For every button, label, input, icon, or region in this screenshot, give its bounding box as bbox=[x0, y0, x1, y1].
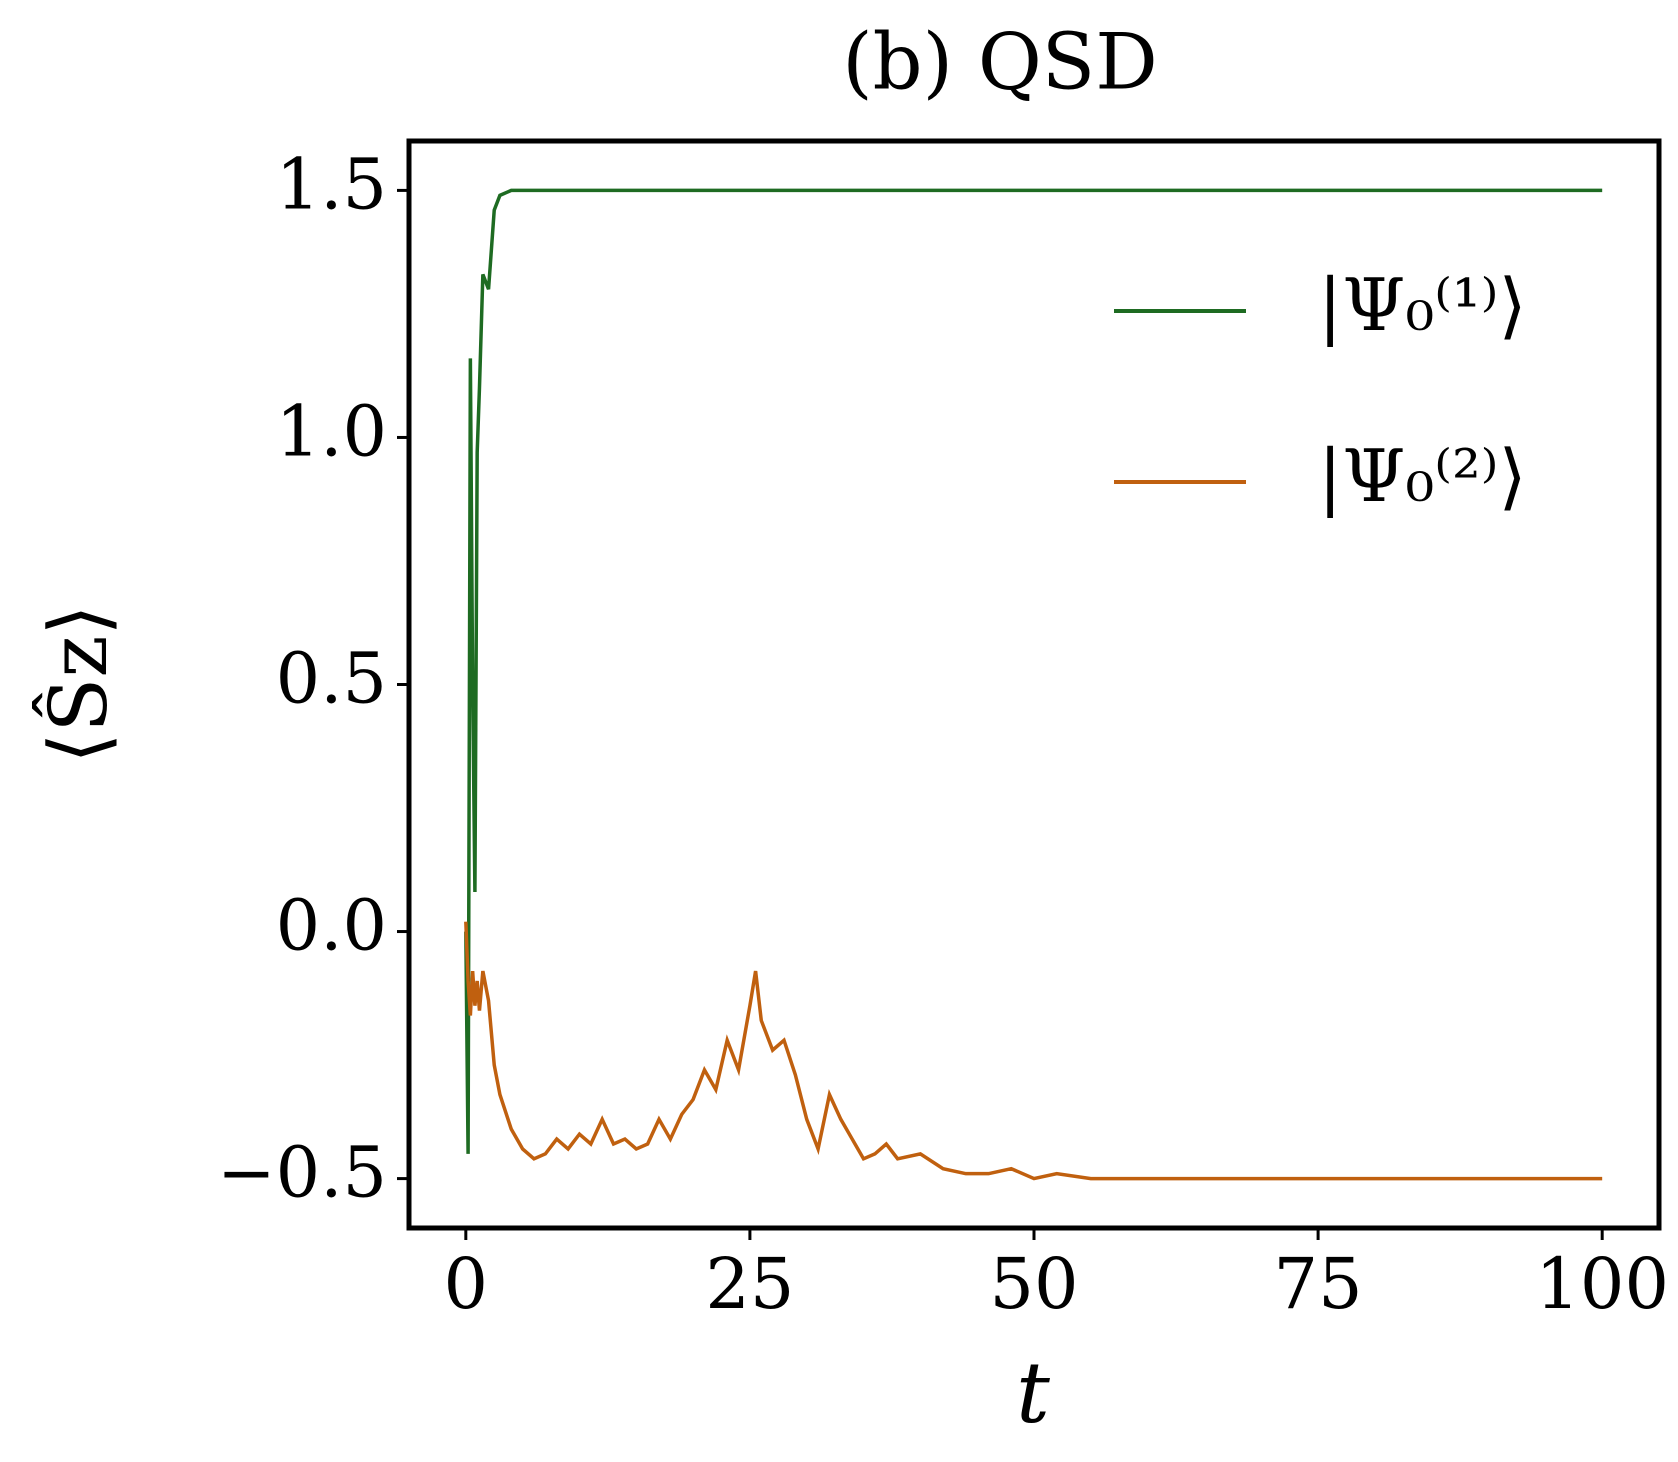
data-line bbox=[464, 921, 1603, 1181]
y-axis-label: ⟨Ŝz⟩ bbox=[31, 604, 125, 763]
x-tick-label: 0 bbox=[444, 1243, 489, 1325]
data-line bbox=[464, 188, 1603, 1154]
legend-label: |Ψ₀⁽²⁾⟩ bbox=[1318, 434, 1527, 518]
plot-frame bbox=[406, 138, 1662, 1231]
x-tick-label: 50 bbox=[989, 1243, 1078, 1325]
y-tick-label: 0.5 bbox=[276, 638, 387, 720]
y-tick-label: 0.0 bbox=[276, 885, 387, 967]
y-tick-label: −0.5 bbox=[217, 1132, 387, 1214]
x-axis-label: t bbox=[1016, 1344, 1050, 1442]
x-tick-label: 25 bbox=[705, 1243, 794, 1325]
y-tick-label: 1.5 bbox=[276, 143, 387, 225]
x-tick-label: 100 bbox=[1535, 1243, 1669, 1325]
x-tick-label: 75 bbox=[1274, 1243, 1363, 1325]
legend-label: |Ψ₀⁽¹⁾⟩ bbox=[1318, 263, 1527, 347]
chart-title: (b) QSD bbox=[842, 18, 1158, 108]
y-tick-label: 1.0 bbox=[276, 390, 387, 472]
